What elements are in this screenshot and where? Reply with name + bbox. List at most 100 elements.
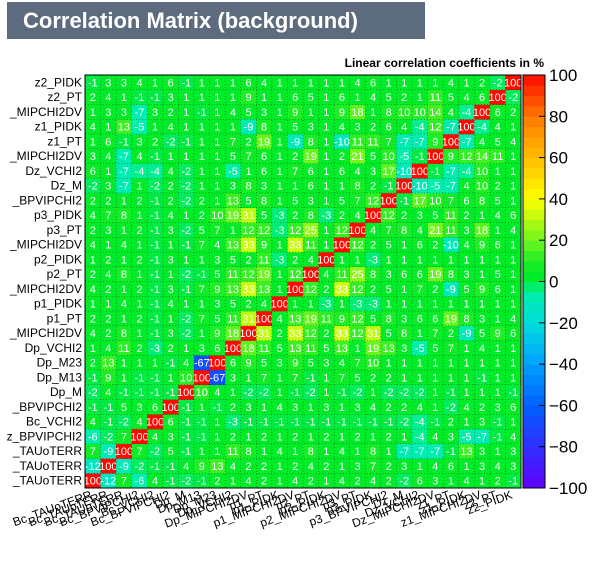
heatmap-cell — [271, 458, 288, 474]
heatmap-cell — [380, 178, 397, 194]
heatmap-cell — [458, 473, 475, 489]
cell-value-label: 4 — [121, 299, 127, 311]
heatmap-cell — [100, 399, 117, 415]
heatmap-cell — [349, 340, 366, 356]
heatmap-cell — [256, 148, 273, 164]
cell-value-label: 100 — [146, 417, 164, 429]
heatmap-cell — [116, 163, 133, 179]
cell-value-label: -9 — [446, 284, 456, 296]
heatmap-cell — [396, 178, 413, 194]
cell-value-label: 5 — [277, 343, 283, 355]
heatmap-cell — [131, 207, 148, 223]
heatmap-cell — [131, 281, 148, 297]
cell-value-label: 3 — [354, 402, 360, 414]
heatmap-cell — [178, 193, 195, 209]
heatmap-cell — [194, 222, 210, 238]
heatmap-cell — [412, 75, 428, 91]
heatmap-cell — [178, 384, 195, 400]
cell-value-label: -1 — [150, 254, 160, 266]
heatmap-cell — [396, 163, 413, 179]
cell-value-label: 8 — [121, 269, 127, 281]
cell-value-label: 13 — [227, 284, 239, 296]
heatmap-cell — [194, 178, 210, 194]
heatmap-cell — [334, 458, 351, 474]
cell-value-label: 2 — [136, 225, 142, 237]
cell-value-label: 1 — [261, 92, 267, 104]
heatmap-cell — [209, 104, 226, 120]
color-bar-segment — [523, 271, 545, 282]
heatmap-cell — [85, 222, 101, 238]
cell-value-label: 7 — [386, 136, 392, 148]
heatmap-cell — [225, 311, 242, 327]
cell-value-label: 2 — [354, 476, 360, 488]
heatmap-cell — [489, 296, 506, 312]
heatmap-cell — [365, 296, 382, 312]
heatmap-cell — [131, 370, 148, 386]
heatmap-cell — [85, 266, 101, 282]
cell-value-label: 1 — [277, 92, 283, 104]
cell-value-label: 2 — [90, 358, 96, 370]
cell-value-label: 4 — [214, 387, 220, 399]
color-bar-segment — [523, 95, 545, 107]
heatmap-cell — [365, 193, 382, 209]
cell-value-label: 1 — [323, 476, 329, 488]
cell-value-label: 2 — [105, 284, 111, 296]
heatmap-cell — [489, 355, 506, 371]
heatmap-cell — [225, 207, 242, 223]
heatmap-cell — [178, 399, 195, 415]
heatmap-cell — [131, 193, 148, 209]
heatmap-cell — [458, 340, 475, 356]
cell-value-label: 4 — [510, 313, 516, 325]
heatmap-cell — [209, 148, 226, 164]
color-bar-segment — [523, 291, 545, 303]
cell-value-label: 2 — [495, 476, 501, 488]
heatmap-cell — [427, 222, 444, 238]
heatmap-cell — [303, 89, 319, 105]
cell-value-label: -2 — [135, 461, 145, 473]
cell-value-label: 1 — [105, 240, 111, 252]
cell-value-label: 4 — [495, 461, 501, 473]
cell-value-label: 19 — [305, 313, 317, 325]
heatmap-cell — [240, 89, 257, 105]
cell-value-label: -1 — [150, 92, 160, 104]
cell-value-label: 1 — [230, 122, 236, 134]
cell-value-label: -1 — [150, 372, 160, 384]
cell-value-label: 1 — [495, 387, 501, 399]
cell-value-label: -2 — [150, 181, 160, 193]
heatmap-cell — [427, 429, 444, 445]
cell-value-label: 1 — [277, 461, 283, 473]
heatmap-cell — [256, 193, 273, 209]
cell-value-label: -2 — [181, 195, 191, 207]
cell-value-label: 2 — [230, 431, 236, 443]
heatmap-cell — [380, 222, 397, 238]
cell-value-label: 4 — [105, 269, 111, 281]
cell-value-label: 1 — [495, 225, 501, 237]
cell-value-label: 4 — [90, 240, 96, 252]
y-tick-label: _MIPCHI2DV — [9, 149, 82, 163]
heatmap-cell — [443, 370, 460, 386]
heatmap-cell — [458, 384, 475, 400]
heatmap-cell — [287, 163, 304, 179]
heatmap-cell — [427, 75, 444, 91]
cell-value-label: 4 — [339, 122, 345, 134]
cell-value-label: 7 — [214, 225, 220, 237]
heatmap-cell — [474, 178, 491, 194]
cell-value-label: 5 — [495, 195, 501, 207]
heatmap-cell — [318, 384, 335, 400]
cell-value-label: -9 — [290, 136, 300, 148]
cell-value-label: -2 — [181, 166, 191, 178]
heatmap-cell — [427, 148, 444, 164]
heatmap-cell — [240, 399, 257, 415]
cell-value-label: -5 — [415, 343, 425, 355]
heatmap-cell — [474, 296, 491, 312]
cell-value-label: 1 — [277, 476, 283, 488]
cell-value-label: 7 — [245, 151, 251, 163]
heatmap-cell — [474, 252, 491, 268]
heatmap-cell — [147, 104, 164, 120]
cell-value-label: 1 — [510, 151, 516, 163]
cell-value-label: 1 — [214, 446, 220, 458]
cell-value-label: 3 — [386, 269, 392, 281]
heatmap-cell — [505, 458, 522, 474]
heatmap-cell — [287, 370, 304, 386]
heatmap-cell — [318, 119, 335, 135]
